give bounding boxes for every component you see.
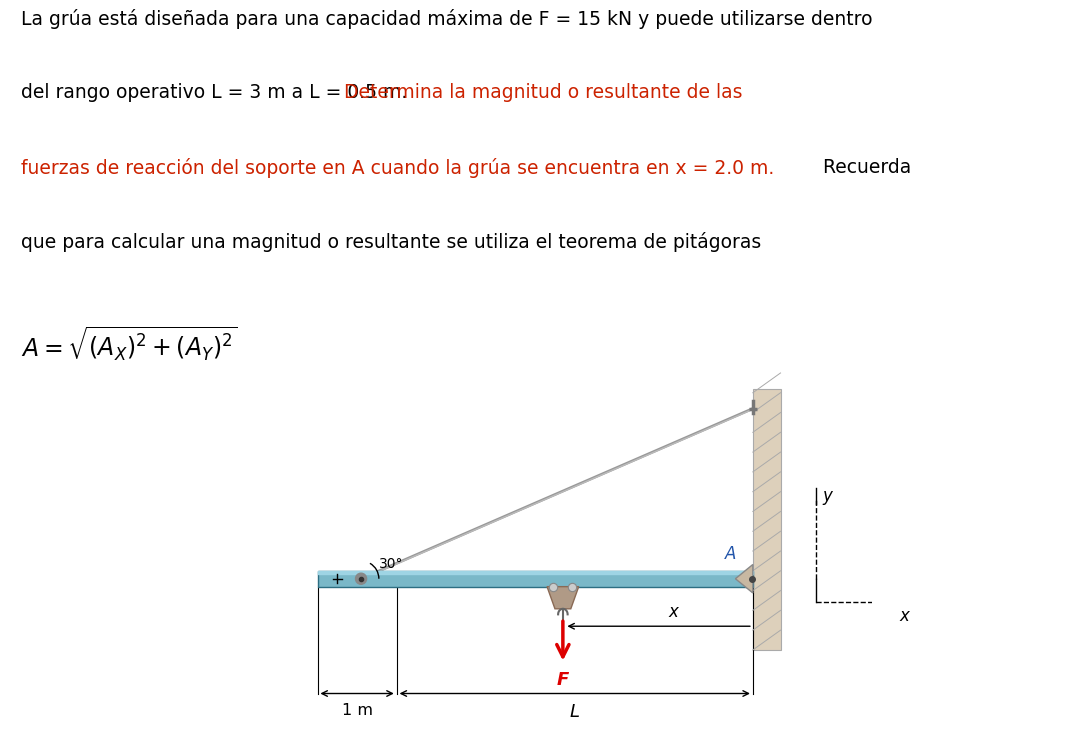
Polygon shape — [547, 587, 578, 609]
Text: x: x — [669, 603, 679, 620]
Text: F: F — [557, 671, 569, 690]
Bar — [317, 571, 753, 587]
Text: 1 m: 1 m — [342, 703, 372, 718]
Text: Determina la magnitud o resultante de las: Determina la magnitud o resultante de la… — [344, 83, 742, 103]
Text: x: x — [899, 607, 910, 625]
Text: A: A — [725, 545, 736, 563]
Text: fuerzas de reacción del soporte en A cuando la grúa se encuentra en x = 2.0 m.: fuerzas de reacción del soporte en A cua… — [22, 158, 775, 178]
Polygon shape — [736, 565, 753, 593]
Text: Recuerda: Recuerda — [817, 158, 911, 177]
Bar — [753, 389, 780, 650]
Text: del rango operativo L = 3 m a L = 0.5 m.: del rango operativo L = 3 m a L = 0.5 m. — [22, 83, 413, 103]
Text: que para calcular una magnitud o resultante se utiliza el teorema de pitágoras: que para calcular una magnitud o resulta… — [22, 232, 762, 252]
Circle shape — [355, 573, 367, 584]
Text: 30°: 30° — [379, 557, 402, 571]
Text: $A = \sqrt{(A_X)^2 + (A_Y)^2}$: $A = \sqrt{(A_X)^2 + (A_Y)^2}$ — [21, 324, 237, 362]
Text: L: L — [570, 703, 579, 721]
Text: y: y — [822, 487, 832, 504]
Text: La grúa está diseñada para una capacidad máxima de F = 15 kN y puede utilizarse : La grúa está diseñada para una capacidad… — [22, 9, 873, 29]
